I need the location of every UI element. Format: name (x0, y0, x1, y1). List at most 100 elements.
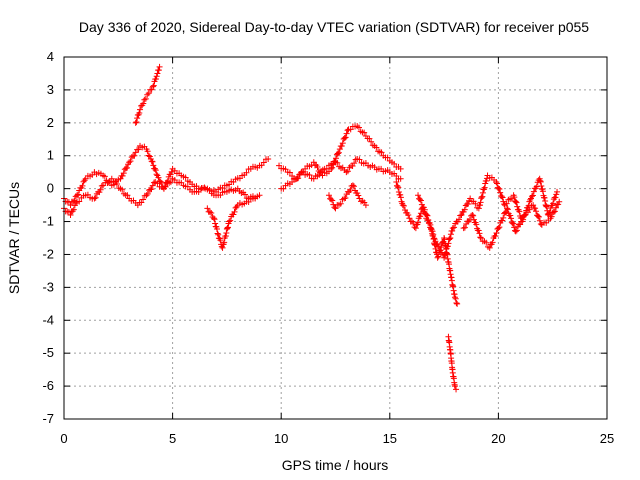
data-point (477, 199, 484, 206)
data-point (350, 183, 357, 190)
data-point (289, 179, 296, 186)
data-point (511, 194, 518, 201)
data-point (496, 224, 503, 231)
data-point (417, 197, 424, 204)
data-point (535, 213, 542, 220)
data-point (458, 211, 465, 218)
data-point (402, 206, 409, 213)
data-point (148, 186, 155, 193)
data-point (219, 244, 226, 251)
data-point (224, 225, 231, 232)
data-point (478, 235, 485, 241)
data-point (337, 200, 344, 207)
data-point (335, 149, 342, 156)
y-tick-label: -7 (42, 411, 54, 426)
data-point (142, 95, 149, 102)
data-point (455, 216, 462, 223)
data-point (137, 106, 144, 113)
data-point (513, 199, 520, 206)
data-point (151, 165, 158, 172)
data-point (162, 183, 169, 190)
data-point (391, 160, 398, 167)
data-point (530, 188, 537, 195)
data-point (457, 212, 464, 219)
data-point (415, 219, 422, 226)
data-point (256, 192, 263, 199)
data-point (514, 203, 521, 210)
data-point (445, 240, 452, 247)
data-point (123, 164, 130, 171)
data-point (143, 192, 150, 199)
data-point (144, 190, 151, 197)
data-point (155, 67, 162, 74)
data-point (453, 386, 460, 393)
data-point (447, 234, 454, 241)
data-point (355, 192, 362, 199)
data-point (543, 203, 550, 210)
data-point (252, 195, 259, 202)
grid (64, 57, 607, 419)
data-point (550, 208, 557, 215)
data-point (224, 224, 231, 231)
data-point (476, 230, 483, 237)
data-point (536, 217, 543, 224)
data-point (153, 171, 160, 178)
data-point (517, 221, 524, 228)
data-point (70, 206, 77, 213)
data-point (510, 220, 517, 227)
data-point (124, 192, 131, 199)
data-point (435, 253, 442, 260)
data-point (499, 217, 506, 224)
data-point (155, 174, 162, 181)
x-tick-label: 25 (600, 431, 614, 446)
data-point (395, 184, 402, 191)
data-point (230, 211, 237, 218)
data-point (132, 149, 139, 156)
x-tick-label: 15 (383, 431, 397, 446)
data-point (138, 199, 145, 206)
data-point (316, 171, 323, 178)
data-point (469, 211, 476, 218)
data-point (492, 232, 499, 239)
data-point (465, 218, 472, 225)
data-point (101, 173, 108, 180)
data-point (306, 171, 313, 178)
data-point (204, 205, 211, 212)
data-point (206, 208, 213, 215)
data-point (541, 194, 548, 201)
data-point (342, 194, 349, 201)
data-point (442, 249, 449, 256)
data-point (223, 229, 230, 236)
data-point (508, 219, 515, 226)
data-point (509, 220, 516, 227)
data-point (206, 186, 213, 193)
y-tick-label: -6 (42, 378, 54, 393)
data-point (497, 189, 504, 196)
data-point (323, 165, 330, 172)
data-point (91, 195, 98, 202)
data-point (532, 205, 539, 212)
data-point (449, 225, 456, 232)
data-point (339, 140, 346, 147)
data-point (260, 159, 267, 166)
data-point (516, 208, 523, 215)
data-point (461, 206, 468, 213)
data-point (479, 193, 486, 200)
data-point (126, 159, 133, 166)
plot-frame (63, 56, 608, 420)
data-point (97, 186, 104, 193)
data-point (475, 205, 482, 212)
data-point (332, 205, 339, 212)
x-tick-label: 5 (169, 431, 176, 446)
data-point (412, 225, 419, 232)
data-point (461, 224, 468, 231)
data-point (120, 170, 127, 177)
data-point (473, 221, 480, 228)
data-point (150, 83, 157, 90)
data-point (478, 194, 485, 201)
data-point (395, 188, 402, 195)
data-point (434, 254, 441, 261)
data-point (529, 192, 536, 199)
data-point (145, 90, 152, 97)
data-point (79, 182, 86, 189)
